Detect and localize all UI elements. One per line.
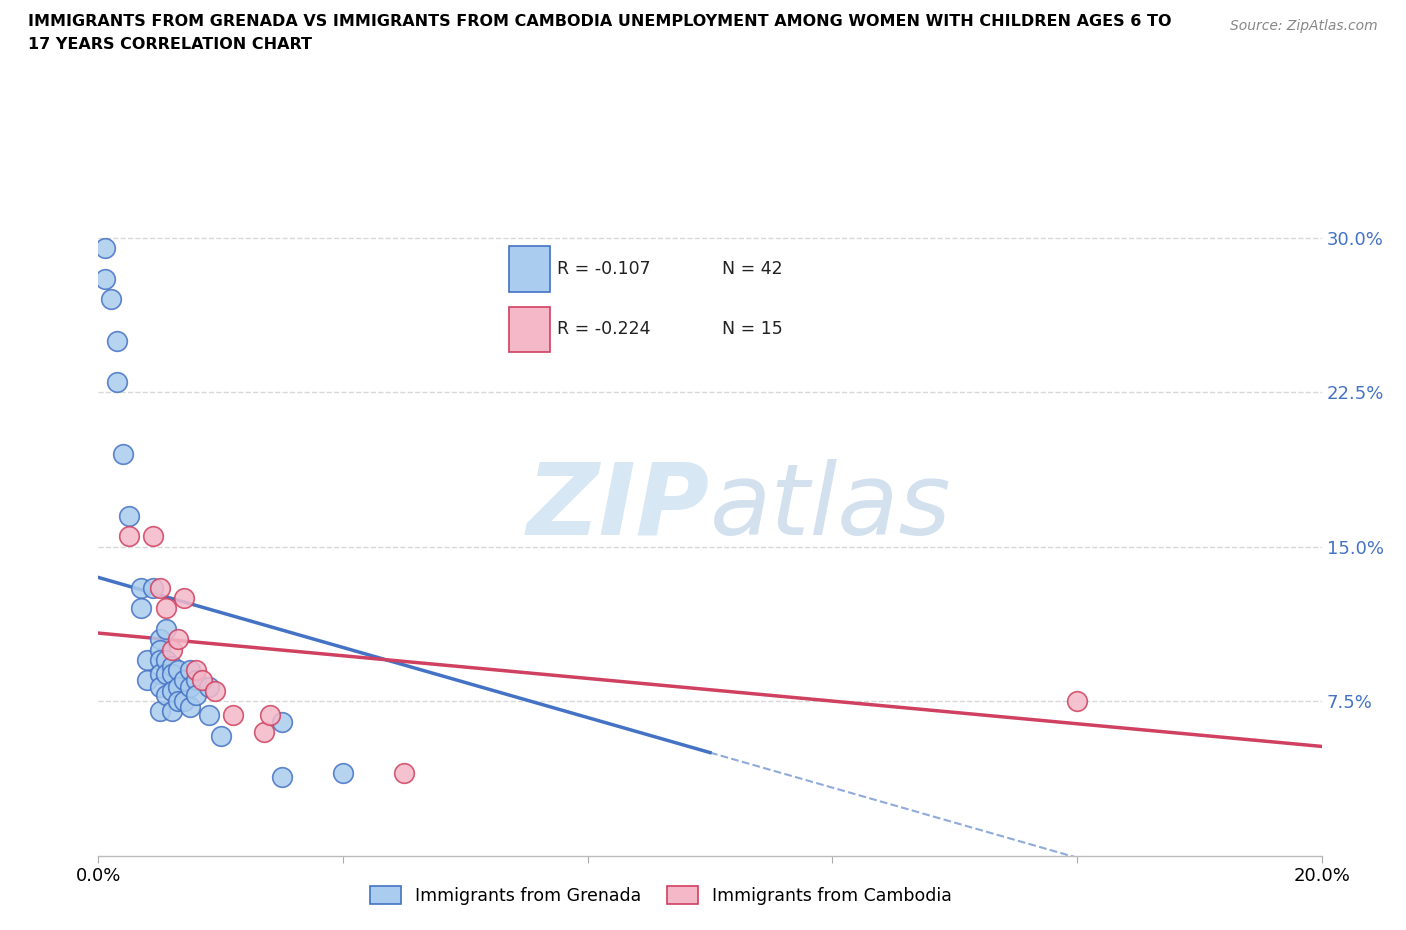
Point — [129, 601, 152, 616]
Point — [118, 529, 141, 544]
Legend: Immigrants from Grenada, Immigrants from Cambodia: Immigrants from Grenada, Immigrants from… — [363, 880, 959, 912]
Point — [149, 679, 172, 694]
Point — [160, 667, 183, 682]
Point — [167, 631, 190, 646]
Point — [392, 765, 416, 780]
Point — [186, 663, 208, 678]
Point — [149, 704, 172, 719]
Point — [332, 765, 354, 780]
Point — [173, 694, 195, 709]
Point — [167, 694, 190, 709]
Point — [191, 673, 214, 688]
Point — [160, 658, 183, 673]
Point — [179, 663, 201, 678]
Point — [105, 333, 128, 348]
Point — [149, 631, 172, 646]
Point — [160, 684, 183, 698]
Point — [155, 601, 177, 616]
Point — [155, 653, 177, 668]
Point — [1066, 694, 1088, 709]
Point — [100, 292, 122, 307]
Point — [136, 673, 159, 688]
Point — [186, 673, 208, 688]
Point — [204, 684, 226, 698]
Point — [149, 667, 172, 682]
Point — [93, 240, 115, 255]
Text: 17 YEARS CORRELATION CHART: 17 YEARS CORRELATION CHART — [28, 37, 312, 52]
Point — [259, 708, 281, 723]
Point — [160, 704, 183, 719]
Point — [142, 529, 165, 544]
Point — [270, 714, 292, 729]
Point — [155, 621, 177, 636]
Point — [197, 679, 219, 694]
Point — [209, 729, 232, 744]
Point — [173, 673, 195, 688]
Point — [142, 580, 165, 595]
Point — [222, 708, 245, 723]
Point — [173, 591, 195, 605]
Point — [167, 679, 190, 694]
Point — [118, 508, 141, 523]
Point — [160, 642, 183, 657]
Point — [252, 724, 274, 739]
Point — [179, 679, 201, 694]
Point — [155, 667, 177, 682]
Point — [93, 272, 115, 286]
Point — [149, 642, 172, 657]
Point — [270, 770, 292, 785]
Point — [111, 446, 134, 461]
Text: ZIP: ZIP — [527, 458, 710, 556]
Text: atlas: atlas — [710, 458, 952, 556]
Point — [197, 708, 219, 723]
Point — [167, 663, 190, 678]
Point — [149, 580, 172, 595]
Text: IMMIGRANTS FROM GRENADA VS IMMIGRANTS FROM CAMBODIA UNEMPLOYMENT AMONG WOMEN WIT: IMMIGRANTS FROM GRENADA VS IMMIGRANTS FR… — [28, 14, 1171, 29]
Point — [105, 374, 128, 389]
Point — [186, 687, 208, 702]
Point — [129, 580, 152, 595]
Point — [149, 653, 172, 668]
Point — [179, 699, 201, 714]
Text: Source: ZipAtlas.com: Source: ZipAtlas.com — [1230, 19, 1378, 33]
Point — [136, 653, 159, 668]
Point — [155, 687, 177, 702]
